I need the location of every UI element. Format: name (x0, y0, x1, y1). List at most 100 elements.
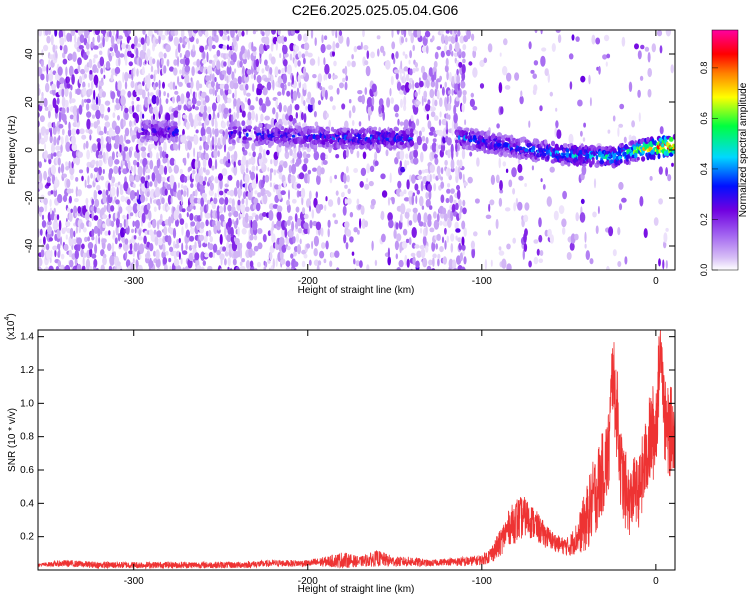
spectrogram-cell (68, 249, 73, 258)
spectrogram-cell (211, 60, 216, 69)
spectrogram-cell (582, 137, 586, 142)
spectrogram-cell (205, 169, 210, 176)
spectrogram-cell (400, 60, 403, 70)
spectrogram-cell (136, 161, 140, 168)
spectrogram-cell (80, 68, 86, 75)
spectrogram-cell (78, 75, 83, 84)
spectrogram-cell (306, 243, 311, 249)
spectrogram-cell (52, 220, 59, 231)
spectrogram-cell (97, 154, 104, 159)
spectrogram-cell (74, 68, 79, 75)
spectrogram-cell (533, 256, 539, 265)
spectrogram-cell (276, 35, 283, 44)
spectrogram-cell (66, 228, 71, 234)
spectrogram-cell (303, 253, 308, 259)
spectrogram-cell (100, 175, 105, 181)
spectrogram-cell (165, 153, 169, 159)
spectrogram-cell (213, 30, 217, 37)
spectrogram-cell (302, 151, 307, 159)
spectrogram-cell (313, 248, 318, 257)
spectrogram-cell (240, 45, 246, 54)
spectrogram-cell (418, 88, 421, 95)
spectrogram-cell (665, 167, 668, 177)
spectrogram-cell (255, 113, 258, 123)
spectrogram-cell (184, 65, 191, 73)
spectrogram-cell (479, 83, 485, 89)
spectrogram-cell (184, 73, 190, 85)
spectrogram-cell (330, 252, 336, 258)
spectrogram-cell (269, 168, 274, 173)
spectrogram-cell (338, 30, 343, 36)
spectrogram-cell (87, 236, 90, 242)
spectrogram-cell (137, 128, 142, 133)
snr-x-tick-label: -300 (124, 576, 144, 587)
spectrogram-cell (249, 234, 254, 241)
spectrogram-signal-cell (329, 139, 334, 145)
spectrogram-cell (278, 184, 282, 190)
spectrogram-cell (59, 44, 63, 51)
spectrogram-cell (247, 111, 252, 121)
spectrogram-cell (40, 96, 45, 105)
spectrogram-signal-cell (515, 154, 518, 159)
spectrogram-cell (422, 71, 428, 81)
spectrogram-cell (219, 268, 223, 270)
spectrogram-cell (307, 169, 312, 175)
spectrogram-cell (164, 263, 168, 270)
spectrogram-cell (132, 198, 138, 203)
spectrogram-cell (113, 165, 119, 175)
figure-title: C2E6.2025.025.05.04.G06 (291, 2, 459, 18)
spectrogram-cell (104, 230, 109, 236)
spectrogram-cell (116, 186, 119, 198)
spectrogram-cell (571, 34, 575, 41)
spectrogram-cell (258, 43, 265, 55)
spectrogram-cell (49, 134, 53, 144)
spectrogram-cell (146, 48, 151, 58)
spectrogram-cell (71, 188, 74, 194)
spectrogram-cell (158, 164, 165, 175)
spectrogram-cell (153, 206, 157, 212)
spectrogram-cell (394, 112, 399, 118)
spectrogram-cell (163, 165, 168, 175)
spectrogram-cell (459, 252, 463, 262)
spectrogram-cell (224, 258, 227, 266)
spectrogram-cell (173, 36, 179, 47)
spectrogram-cell (115, 50, 121, 59)
spectrogram-cell (517, 201, 523, 211)
spectrogram-cell (51, 230, 54, 237)
spectrogram-cell (399, 121, 404, 126)
spectrogram-cell (150, 115, 154, 121)
spectrogram-cell (155, 38, 159, 44)
spectrogram-cell (67, 76, 70, 84)
spectrogram-cell (120, 89, 126, 96)
spectrogram-cell (354, 268, 357, 270)
spectrogram-signal-cell (255, 129, 261, 133)
spectrogram-cell (449, 43, 453, 52)
spectrogram-cell (133, 66, 136, 77)
spectrogram-signal-cell (280, 126, 285, 131)
spectrogram-cell (251, 179, 257, 189)
spectrogram-cell (132, 183, 136, 189)
spectrogram-signal-cell (409, 140, 414, 144)
spectrogram-cell (544, 229, 549, 237)
spectrogram-cell (102, 214, 108, 219)
spectrogram-cell (244, 212, 249, 224)
spectrogram-cell (59, 236, 63, 246)
spectrogram-cell (74, 249, 80, 260)
spectrogram-cell (264, 115, 271, 121)
spectrogram-cell (112, 230, 115, 238)
spectrogram-cell (233, 187, 238, 197)
spectrogram-cell (48, 157, 52, 165)
spectrogram-cell (255, 214, 259, 222)
spectrogram-cell (514, 72, 520, 81)
spectrogram-cell (396, 30, 400, 35)
spectrogram-cell (141, 150, 147, 159)
spectrogram-cell (436, 46, 442, 51)
spectrogram-cell (111, 176, 116, 184)
spectrogram-cell (395, 72, 399, 80)
spectrogram-cell (182, 114, 188, 119)
spectrogram-cell (44, 30, 49, 36)
spectrogram-cell (437, 258, 440, 267)
spectrogram-cell (426, 113, 429, 121)
spectrogram-cell (431, 35, 435, 42)
spectrogram-cell (75, 88, 82, 95)
